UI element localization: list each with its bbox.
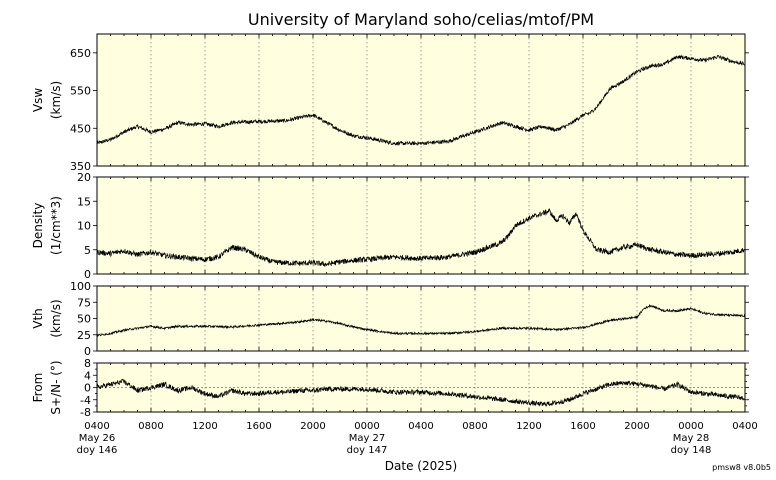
x-tick-label: 0400	[732, 421, 757, 432]
x-tick-label: 1200	[192, 421, 217, 432]
y-tick-label: 20	[77, 171, 91, 184]
doy-label: doy 147	[347, 445, 388, 456]
y-axis-label-line: (1/cm**3)	[49, 196, 63, 255]
data-trace	[96, 378, 746, 407]
date-label: May 27	[349, 433, 386, 444]
y-tick-label: 25	[77, 329, 91, 342]
y-tick-label: 0	[84, 268, 91, 281]
x-tick-label: 0400	[408, 421, 433, 432]
doy-label: doy 146	[77, 445, 118, 456]
y-tick-label: 4	[84, 369, 91, 382]
y-axis-label: Density (1/cm**3)	[31, 196, 63, 255]
x-tick-label: 1200	[516, 421, 541, 432]
y-tick-label: 50	[77, 313, 91, 326]
panel-1: 0 5 10 15 20 Density (1/cm**3)	[31, 171, 749, 281]
x-tick-label: 2000	[624, 421, 649, 432]
y-axis-label: Vth (km/s)	[31, 299, 63, 337]
data-trace	[96, 207, 746, 268]
y-axis-label-line: Vsw	[31, 88, 45, 112]
x-tick-label: 1600	[570, 421, 595, 432]
x-tick-label: 0400	[84, 421, 109, 432]
x-tick-label: 0800	[462, 421, 487, 432]
date-label: May 28	[673, 433, 710, 444]
y-tick-label: 10	[77, 220, 91, 233]
y-tick-label: -8	[80, 406, 91, 419]
version-footer: pmsw8 v8.0b5	[712, 463, 771, 472]
y-tick-label: 350	[70, 160, 91, 173]
x-tick-label: 2000	[300, 421, 325, 432]
y-tick-label: 0	[84, 382, 91, 395]
y-tick-label: 8	[84, 357, 91, 370]
x-tick-label: 1600	[246, 421, 271, 432]
y-tick-label: 550	[70, 85, 91, 98]
y-tick-label: 100	[70, 280, 91, 293]
x-tick-label: 0000	[354, 421, 379, 432]
y-axis-label-line: Density	[31, 203, 45, 249]
panel-2: 0 25 50 75 100 Vth (km/s)	[31, 280, 749, 358]
y-tick-label: 650	[70, 47, 91, 60]
y-tick-label: 5	[84, 244, 91, 257]
x-tick-label: 0800	[138, 421, 163, 432]
x-axis: 0400 0800 1200 1600 2000 0000 0400 0800 1200 1600…	[77, 421, 758, 456]
y-tick-label: 450	[70, 122, 91, 135]
y-axis-label-line: From	[31, 373, 45, 403]
y-tick-label: -4	[80, 394, 91, 407]
y-tick-label: 0	[84, 345, 91, 358]
y-tick-label: 15	[77, 195, 91, 208]
y-axis-label: Vsw (km/s)	[31, 81, 63, 119]
y-axis-label: From S+/N- (°)	[31, 360, 63, 414]
y-axis-label-line: Vth	[31, 308, 45, 329]
y-axis-label-line: (km/s)	[49, 299, 63, 337]
y-axis-label-line: S+/N- (°)	[49, 360, 63, 414]
data-trace	[96, 303, 746, 338]
panel-0: 350 450 550 650 Vsw (km/s)	[31, 33, 749, 173]
doy-label: doy 148	[671, 445, 712, 456]
chart-title: University of Maryland soho/celias/mtof/…	[248, 10, 594, 29]
y-tick-label: 75	[77, 296, 91, 309]
y-axis-label-line: (km/s)	[49, 81, 63, 119]
x-tick-label: 0000	[678, 421, 703, 432]
x-axis-label: Date (2025)	[385, 459, 457, 473]
date-label: May 26	[79, 433, 116, 444]
data-trace	[96, 54, 746, 146]
